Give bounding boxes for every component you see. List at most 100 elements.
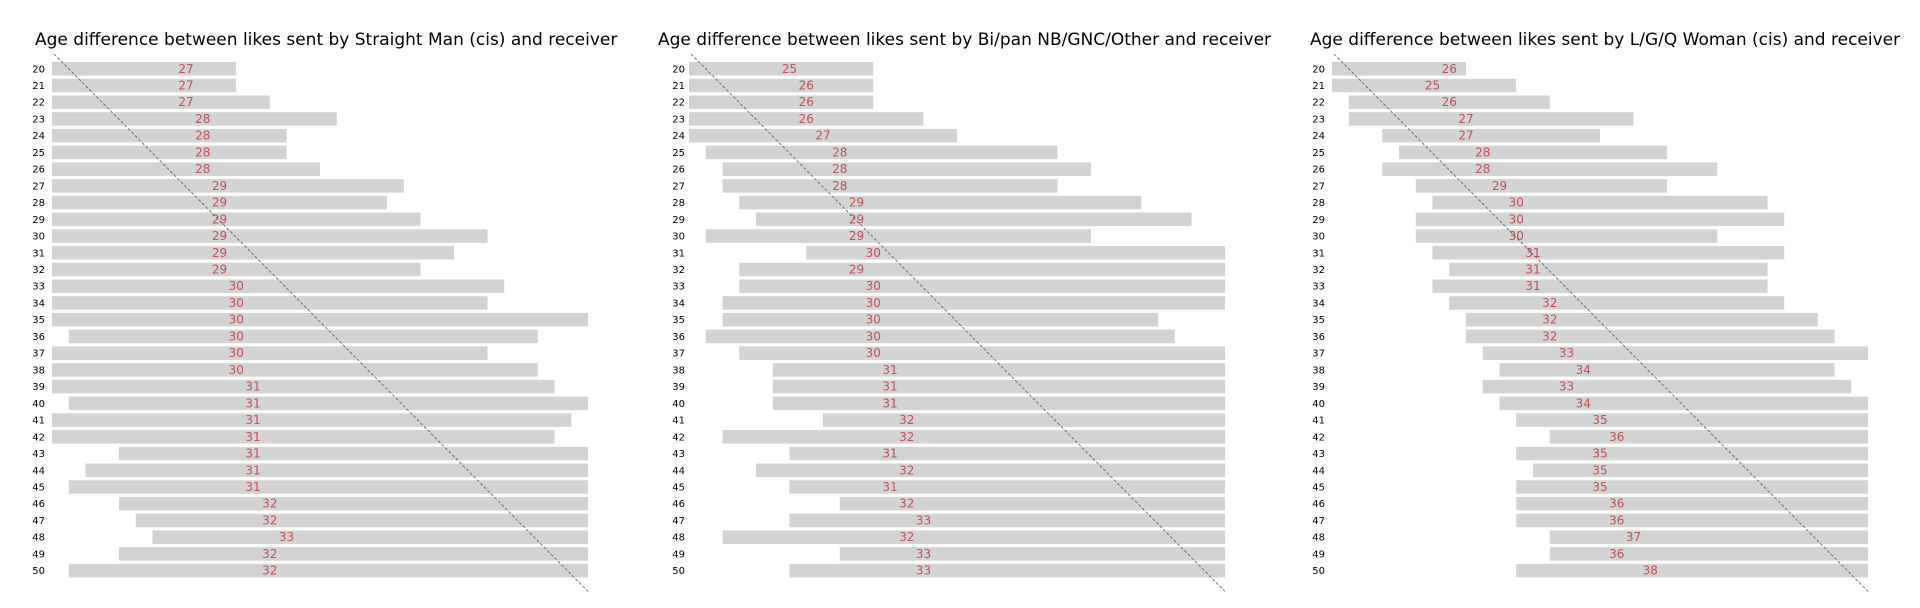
median-label: 35	[1592, 480, 1607, 494]
median-label: 30	[1509, 196, 1524, 210]
y-tick-label: 38	[32, 365, 45, 376]
age-range-bar	[52, 212, 421, 227]
age-range-bar	[52, 78, 237, 93]
y-tick-label: 37	[32, 349, 45, 360]
age-range-bar	[52, 95, 270, 109]
age-range-bar	[1399, 145, 1667, 160]
age-range-bar	[739, 279, 1225, 293]
median-label: 29	[849, 196, 864, 210]
age-range-bar	[705, 145, 1058, 160]
y-tick-label: 34	[672, 298, 685, 309]
median-label: 33	[916, 547, 931, 561]
median-label: 28	[832, 162, 847, 176]
age-range-bar	[1415, 229, 1718, 243]
y-tick-label: 33	[32, 282, 45, 293]
age-range-bar	[52, 312, 588, 327]
y-tick-label: 22	[672, 98, 685, 109]
y-tick-label: 23	[1312, 114, 1325, 125]
y-tick-label: 37	[672, 349, 685, 360]
median-label: 32	[1542, 296, 1557, 310]
y-tick-label: 28	[1312, 198, 1325, 209]
y-tick-label: 50	[1312, 566, 1325, 577]
age-range-bar	[722, 430, 1225, 444]
y-tick-label: 38	[672, 365, 685, 376]
chart-title: Age difference between likes sent by Bi/…	[658, 30, 1272, 50]
median-label: 32	[899, 430, 914, 444]
y-tick-label: 47	[32, 516, 45, 527]
age-range-bar	[772, 396, 1225, 411]
y-tick-label: 28	[32, 198, 45, 209]
age-range-bar	[52, 62, 237, 76]
y-tick-label: 47	[672, 516, 685, 527]
age-range-bar	[1348, 95, 1550, 109]
median-label: 36	[1609, 430, 1624, 444]
median-label: 33	[1559, 346, 1574, 360]
median-label: 25	[1425, 78, 1440, 92]
age-range-bar	[68, 329, 538, 344]
median-label: 28	[195, 145, 210, 159]
median-label: 31	[1525, 279, 1540, 293]
median-label: 32	[1542, 313, 1557, 327]
median-label: 30	[866, 279, 881, 293]
y-tick-label: 48	[32, 533, 45, 544]
age-range-bar	[68, 480, 588, 494]
chart-panel-bi-pan-nb: Age difference between likes sent by Bi/…	[640, 0, 1280, 608]
age-range-bar	[839, 496, 1225, 511]
y-tick-label: 32	[672, 265, 685, 276]
y-tick-label: 44	[32, 466, 45, 477]
age-range-bar	[689, 62, 874, 76]
y-tick-label: 20	[1312, 64, 1325, 75]
y-tick-label: 25	[32, 148, 45, 159]
median-label: 30	[229, 296, 244, 310]
y-tick-label: 35	[672, 315, 685, 326]
y-tick-label: 46	[32, 499, 45, 510]
y-tick-label: 49	[32, 549, 45, 560]
age-range-bar	[789, 480, 1225, 494]
y-tick-label: 46	[672, 499, 685, 510]
median-label: 27	[815, 129, 830, 143]
median-label: 33	[916, 513, 931, 527]
age-range-bar	[52, 128, 287, 143]
age-range-bar	[772, 363, 1225, 377]
median-label: 30	[229, 329, 244, 343]
age-range-bar	[1332, 62, 1466, 76]
y-tick-label: 22	[32, 98, 45, 109]
y-tick-label: 21	[32, 81, 45, 92]
median-label: 30	[866, 246, 881, 260]
median-label: 27	[1458, 129, 1473, 143]
y-tick-label: 21	[1312, 81, 1325, 92]
age-range-bar	[52, 246, 454, 260]
age-range-bar	[689, 112, 924, 126]
y-tick-label: 50	[32, 566, 45, 577]
chart-panel-lgq-woman: Age difference between likes sent by L/G…	[1280, 0, 1920, 608]
age-range-bar	[1382, 162, 1718, 176]
age-range-bar	[722, 162, 1091, 176]
age-range-bar	[789, 563, 1225, 578]
age-range-bar	[1482, 379, 1852, 394]
y-tick-label: 49	[672, 549, 685, 560]
median-label: 29	[1492, 179, 1507, 193]
age-range-bar	[722, 179, 1058, 193]
median-label: 30	[229, 346, 244, 360]
age-range-bar	[1516, 496, 1868, 511]
age-range-bar	[52, 162, 320, 176]
age-range-bar	[839, 547, 1225, 561]
age-range-bar	[806, 246, 1225, 260]
median-label: 31	[245, 463, 260, 477]
age-range-bar	[135, 513, 588, 528]
y-tick-label: 35	[32, 315, 45, 326]
y-tick-label: 42	[672, 432, 685, 443]
y-tick-label: 20	[32, 64, 45, 75]
age-range-bar	[1466, 329, 1835, 344]
y-tick-label: 38	[1312, 365, 1325, 376]
median-label: 29	[212, 179, 227, 193]
median-label: 28	[832, 179, 847, 193]
median-label: 36	[1609, 513, 1624, 527]
median-label: 36	[1609, 547, 1624, 561]
age-range-bar	[52, 195, 387, 210]
y-tick-label: 41	[1312, 416, 1325, 427]
y-tick-label: 48	[672, 533, 685, 544]
median-label: 32	[1542, 329, 1557, 343]
age-range-bar	[52, 379, 555, 394]
